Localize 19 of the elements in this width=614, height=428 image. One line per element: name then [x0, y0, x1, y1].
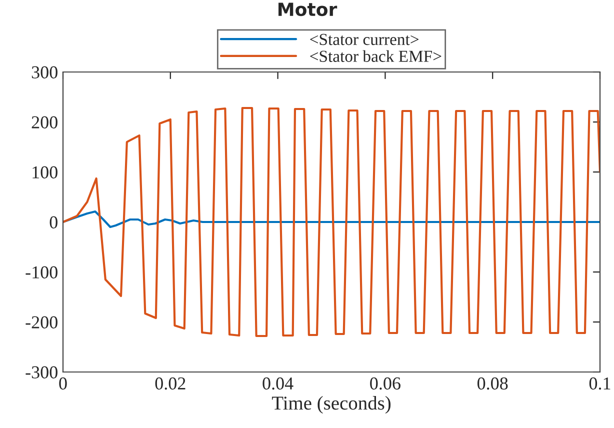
x-tick-label: 0.06	[370, 377, 400, 390]
legend-label: <Stator back EMF>	[310, 50, 442, 62]
y-tick-label: -100	[26, 266, 58, 278]
y-tick-label: -200	[26, 316, 58, 328]
x-axis-title: Time (seconds)	[272, 396, 391, 414]
x-tick-label: 0.1	[589, 377, 610, 390]
y-tick-label: -300	[26, 366, 58, 378]
y-tick-label: 300	[32, 66, 58, 78]
y-tick-label: 200	[32, 116, 58, 128]
chart-title: Motor	[278, 2, 338, 16]
x-tick-label: 0.04	[262, 377, 294, 390]
y-tick-label: 100	[32, 166, 58, 178]
y-tick-label: 0	[50, 216, 58, 228]
x-tick-label: 0.02	[155, 377, 186, 390]
line-series	[63, 210, 600, 228]
legend-label: <Stator current>	[310, 34, 418, 46]
x-tick-label: 0	[59, 377, 67, 390]
x-tick-label: 0.08	[477, 377, 508, 390]
line-series	[63, 106, 600, 338]
